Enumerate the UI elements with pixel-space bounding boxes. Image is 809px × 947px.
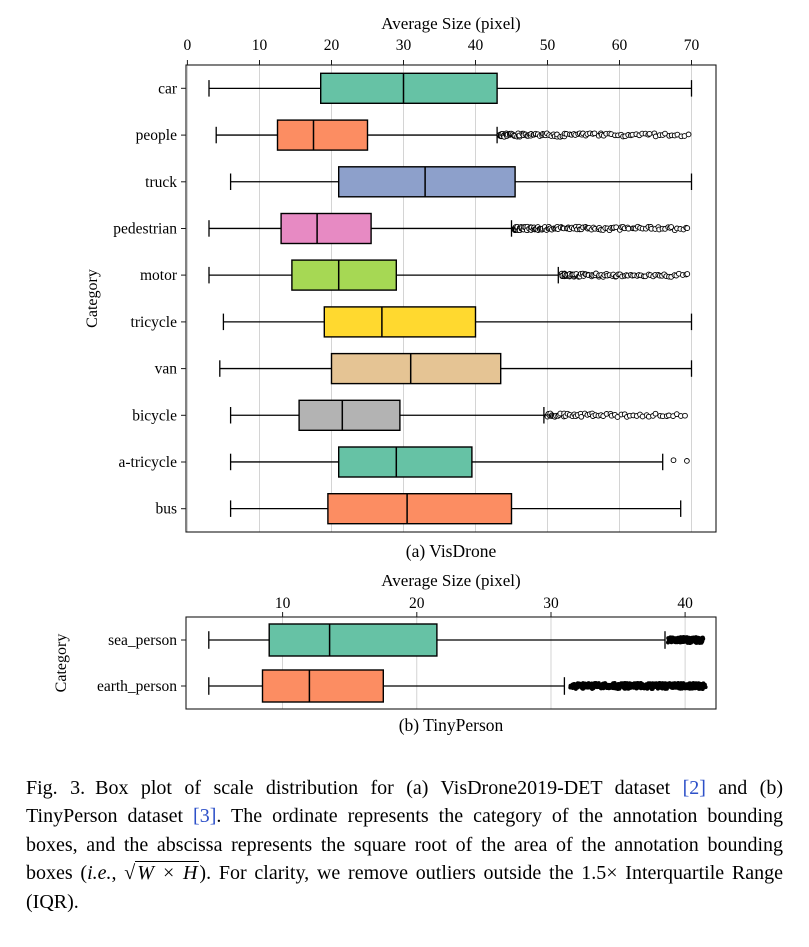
- box-rect: [338, 166, 516, 198]
- chart-a-svg: Average Size (pixel) 0 10 20 30 40 50 60 70 car pe…: [84, 14, 717, 561]
- box-tricycle: [222, 306, 693, 338]
- category-label: motor: [140, 267, 178, 284]
- x-tick-label: 40: [468, 37, 484, 54]
- outliers-people: [496, 130, 692, 140]
- radical-sign: √: [124, 862, 136, 885]
- box-rect: [327, 493, 513, 525]
- caption-text-4: ,: [111, 862, 125, 885]
- box-rect: [298, 399, 401, 431]
- category-label: van: [155, 361, 178, 378]
- caption-text-5: ). For clarity, we remove outliers outsi…: [26, 862, 783, 913]
- box-rect: [280, 212, 372, 245]
- box-van: [219, 352, 693, 385]
- box-a-tricycle: [229, 446, 690, 478]
- outlier-point: [646, 130, 653, 137]
- subfigure-caption: (a) VisDrone: [406, 541, 497, 561]
- x-tick-label: 10: [252, 37, 268, 54]
- box-rect: [268, 623, 438, 657]
- outlier-point: [652, 410, 659, 417]
- box-motor: [208, 259, 691, 291]
- outlier-point: [703, 685, 708, 690]
- x-tick-label: 50: [540, 37, 556, 54]
- x-tick-label: 60: [612, 37, 628, 54]
- category-label: bus: [155, 501, 177, 518]
- outlier-point: [668, 224, 675, 230]
- x-tick-label: 30: [543, 595, 559, 612]
- category-label: a-tricycle: [118, 454, 177, 471]
- caption-ie: i.e.: [87, 862, 112, 885]
- chart-title: Average Size (pixel): [381, 14, 520, 33]
- x-tick-label: 70: [684, 37, 700, 54]
- x-tick-label: 10: [275, 595, 291, 612]
- category-label: sea_person: [108, 632, 177, 649]
- caption-text-3: . The ordinate represents the category o…: [26, 805, 783, 885]
- citation-link-2[interactable]: [2]: [682, 777, 706, 799]
- outlier-point: [578, 413, 585, 420]
- outlier-point: [685, 131, 692, 138]
- box-rect: [323, 306, 477, 338]
- category-label: car: [158, 80, 178, 97]
- outlier-point: [682, 412, 688, 419]
- chart-b-svg: Average Size (pixel) 10 20 30 40 sea_personea…: [53, 571, 717, 735]
- category-label: earth_person: [97, 678, 177, 695]
- outlier-point: [684, 458, 690, 464]
- chart-title: Average Size (pixel): [381, 571, 520, 590]
- box-rect: [291, 259, 397, 291]
- outlier-point: [591, 130, 598, 137]
- box-rect: [320, 72, 498, 105]
- outlier-point: [670, 457, 677, 464]
- box-truck: [229, 166, 693, 198]
- outlier-point: [684, 225, 691, 231]
- plot-frame: [185, 64, 717, 533]
- outlier-point: [700, 635, 705, 640]
- box-people: [215, 119, 692, 151]
- box-rect: [338, 446, 473, 478]
- sqrt-radicand: W × H: [135, 861, 200, 885]
- x-tick-label: 20: [324, 37, 340, 54]
- y-axis-label: Category: [53, 634, 70, 693]
- box-pedestrian: [208, 212, 691, 245]
- x-tick-label: 20: [409, 595, 425, 612]
- box-rect: [330, 352, 502, 385]
- y-axis-label: Category: [84, 269, 101, 328]
- box-sea_person: [208, 623, 706, 657]
- visdrone-boxplot: Average Size (pixel) 0 10 20 30 40 50 60 70 car pe…: [84, 14, 717, 561]
- x-tick-label: 40: [677, 595, 693, 612]
- category-label: pedestrian: [113, 221, 177, 238]
- caption-text-1: Box plot of scale distribution for (a) V…: [95, 777, 683, 799]
- box-earth_person: [208, 669, 708, 703]
- box-bicycle: [229, 399, 688, 431]
- subfigure-caption: (b) TinyPerson: [399, 715, 504, 735]
- box-rect: [276, 119, 369, 151]
- outliers-motor: [558, 270, 691, 280]
- outliers-pedestrian: [511, 223, 691, 234]
- outliers-earth_person: [568, 681, 708, 692]
- caption-text-2: and (b) TinyPerson dataset: [26, 777, 784, 828]
- figure-number: Fig. 3.: [26, 777, 86, 799]
- category-label: people: [136, 127, 177, 144]
- box-bus: [229, 493, 682, 525]
- plot-frame: [185, 616, 717, 710]
- figure-caption: Fig. 3. Box plot of scale distribution fo…: [26, 774, 783, 916]
- category-label: bicycle: [132, 407, 177, 424]
- outlier-point: [684, 271, 691, 277]
- box-car: [208, 72, 693, 105]
- category-label: tricycle: [131, 314, 178, 331]
- outlier-point: [612, 681, 617, 686]
- figure-3: Average Size (pixel) 0 10 20 30 40 50 60 70 car pe…: [0, 14, 809, 916]
- outlier-point: [614, 414, 621, 420]
- x-tick-label: 0: [184, 37, 192, 54]
- outliers-a-tricycle: [670, 457, 690, 464]
- citation-link-3[interactable]: [3]: [193, 805, 217, 828]
- outliers-sea_person: [666, 635, 706, 646]
- box-rect: [261, 669, 385, 703]
- category-label: truck: [145, 174, 177, 191]
- outliers-bicycle: [544, 410, 688, 420]
- x-tick-label: 30: [396, 37, 412, 54]
- sqrt-expression: √ W × H: [124, 861, 200, 885]
